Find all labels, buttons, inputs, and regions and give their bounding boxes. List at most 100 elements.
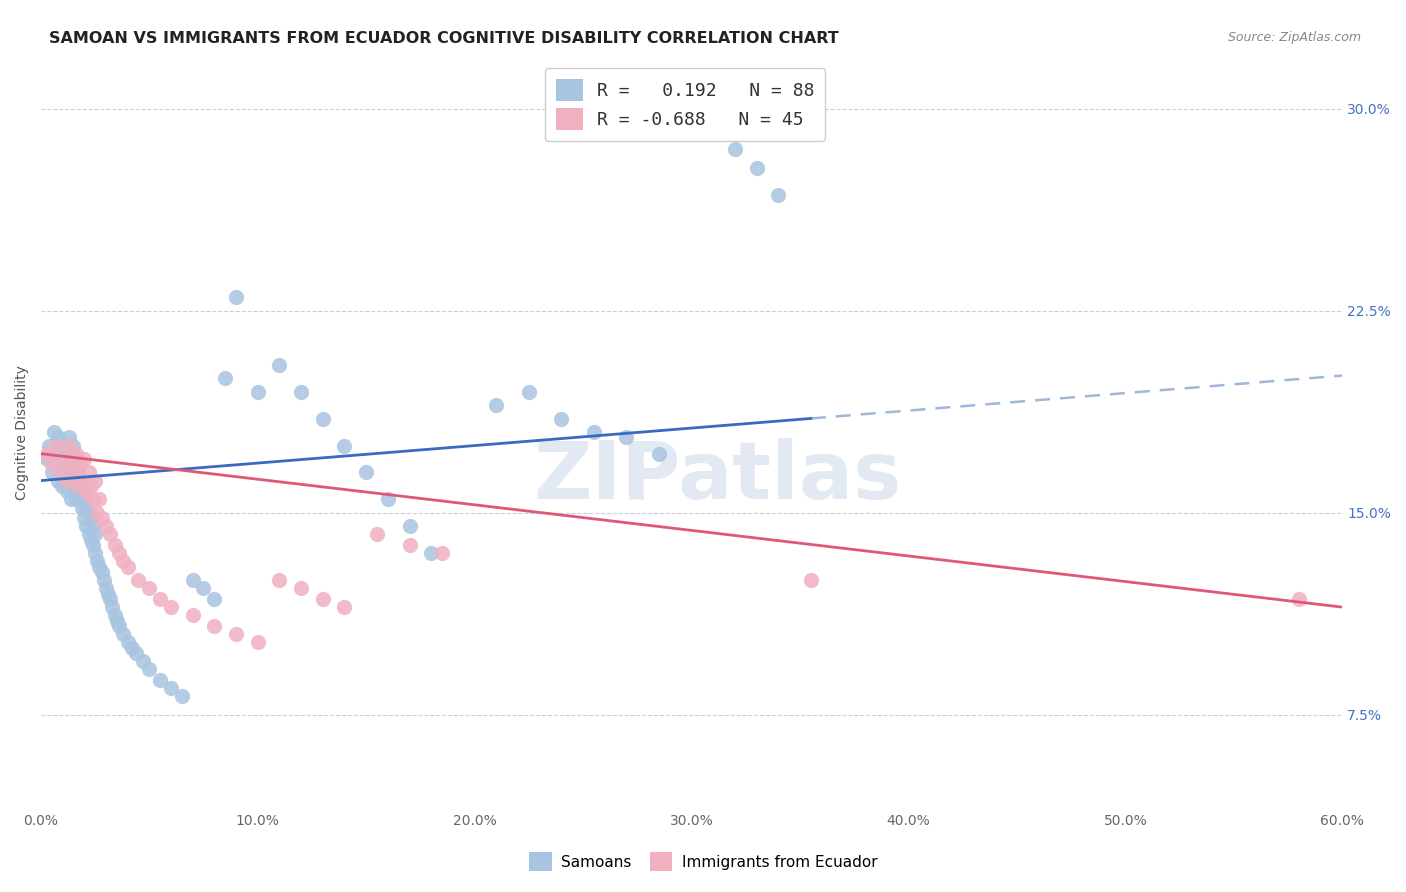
- Point: [160, 681, 183, 695]
- Point: [193, 582, 215, 596]
- Point: [56, 458, 79, 472]
- Point: [41, 466, 63, 480]
- Point: [49, 458, 72, 472]
- Point: [97, 587, 120, 601]
- Point: [58, 430, 80, 444]
- Point: [103, 608, 125, 623]
- Point: [70, 500, 93, 515]
- Point: [65, 452, 87, 467]
- Point: [616, 430, 638, 444]
- Point: [69, 492, 91, 507]
- Point: [69, 474, 91, 488]
- Point: [108, 546, 131, 560]
- Point: [46, 430, 69, 444]
- Point: [121, 640, 143, 655]
- Point: [398, 519, 420, 533]
- Point: [138, 662, 160, 676]
- Point: [56, 474, 79, 488]
- Point: [41, 458, 63, 472]
- Point: [49, 466, 72, 480]
- Point: [58, 439, 80, 453]
- Text: SAMOAN VS IMMIGRANTS FROM ECUADOR COGNITIVE DISABILITY CORRELATION CHART: SAMOAN VS IMMIGRANTS FROM ECUADOR COGNIT…: [49, 31, 839, 46]
- Point: [84, 546, 107, 560]
- Point: [702, 115, 724, 129]
- Point: [98, 527, 121, 541]
- Point: [86, 506, 108, 520]
- Point: [290, 582, 312, 596]
- Point: [225, 290, 247, 304]
- Point: [42, 425, 65, 439]
- Y-axis label: Cognitive Disability: Cognitive Disability: [15, 365, 30, 500]
- Point: [202, 592, 225, 607]
- Point: [82, 519, 104, 533]
- Point: [117, 559, 139, 574]
- Point: [94, 519, 117, 533]
- Point: [73, 452, 96, 467]
- Point: [800, 573, 823, 587]
- Point: [214, 371, 236, 385]
- Point: [377, 492, 399, 507]
- Point: [160, 600, 183, 615]
- Text: Source: ZipAtlas.com: Source: ZipAtlas.com: [1227, 31, 1361, 45]
- Point: [60, 458, 83, 472]
- Legend: Samoans, Immigrants from Ecuador: Samoans, Immigrants from Ecuador: [523, 847, 883, 877]
- Point: [84, 474, 107, 488]
- Point: [333, 600, 356, 615]
- Point: [89, 559, 111, 574]
- Point: [1288, 592, 1310, 607]
- Point: [84, 527, 107, 541]
- Point: [80, 511, 103, 525]
- Text: ZIPatlas: ZIPatlas: [533, 438, 901, 516]
- Point: [132, 654, 155, 668]
- Point: [125, 646, 148, 660]
- Point: [550, 411, 572, 425]
- Point: [117, 635, 139, 649]
- Point: [149, 592, 172, 607]
- Point: [80, 479, 103, 493]
- Point: [108, 619, 131, 633]
- Point: [103, 538, 125, 552]
- Point: [73, 511, 96, 525]
- Point: [53, 466, 76, 480]
- Point: [420, 546, 443, 560]
- Point: [62, 439, 84, 453]
- Point: [77, 466, 100, 480]
- Point: [398, 538, 420, 552]
- Point: [269, 573, 291, 587]
- Point: [62, 458, 84, 472]
- Point: [430, 546, 453, 560]
- Point: [75, 519, 97, 533]
- Point: [181, 573, 204, 587]
- Point: [58, 452, 80, 467]
- Point: [60, 466, 83, 480]
- Point: [105, 614, 128, 628]
- Point: [333, 439, 356, 453]
- Point: [648, 447, 671, 461]
- Point: [112, 627, 135, 641]
- Point: [46, 474, 69, 488]
- Point: [62, 466, 84, 480]
- Legend: R =   0.192   N = 88, R = -0.688   N = 45: R = 0.192 N = 88, R = -0.688 N = 45: [544, 68, 825, 141]
- Point: [38, 439, 60, 453]
- Point: [112, 554, 135, 568]
- Point: [66, 466, 89, 480]
- Point: [127, 573, 149, 587]
- Point: [246, 635, 269, 649]
- Point: [170, 689, 193, 703]
- Point: [485, 398, 508, 412]
- Point: [53, 452, 76, 467]
- Point: [75, 484, 97, 499]
- Point: [82, 492, 104, 507]
- Point: [45, 439, 67, 453]
- Point: [90, 565, 112, 579]
- Point: [62, 479, 84, 493]
- Point: [65, 492, 87, 507]
- Point: [290, 384, 312, 399]
- Point: [73, 492, 96, 507]
- Point: [60, 447, 83, 461]
- Point: [58, 474, 80, 488]
- Point: [90, 511, 112, 525]
- Point: [517, 384, 540, 399]
- Point: [66, 479, 89, 493]
- Point: [82, 538, 104, 552]
